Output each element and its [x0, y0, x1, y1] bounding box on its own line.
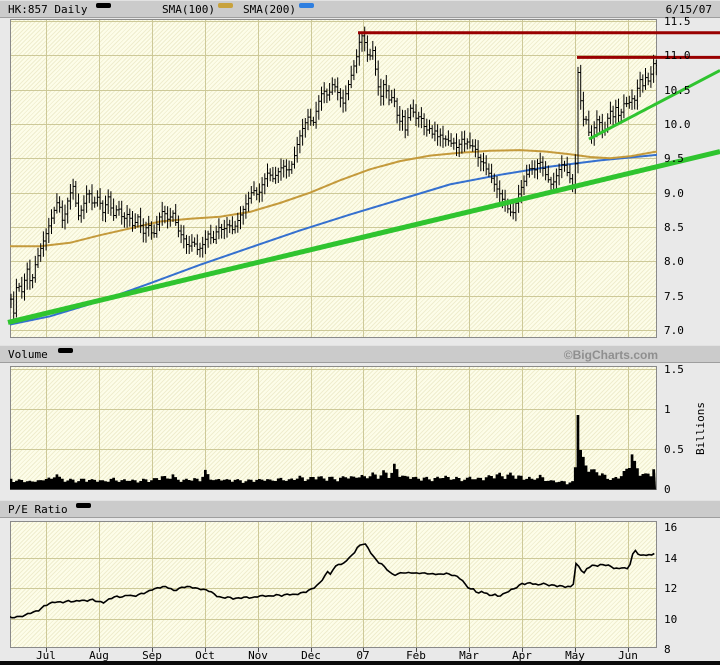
x-axis-month-label: Mar: [459, 649, 479, 662]
pe-y-tick-label: 14: [664, 552, 678, 565]
chart-date: 6/15/07: [665, 3, 712, 16]
bottom-border-bar: [0, 661, 720, 665]
x-axis-month-label: Jul: [36, 649, 56, 662]
price-legend-swatch: [96, 3, 111, 8]
price-y-tick-label: 7.5: [664, 290, 684, 303]
volume-unit-label: Billions: [693, 401, 707, 455]
x-axis-tick: [311, 648, 312, 652]
pe-plot: [10, 521, 657, 648]
volume-section-label: Volume: [8, 348, 48, 361]
symbol-label: HK:857 Daily: [8, 3, 88, 16]
price-y-tick-label: 9.5: [664, 152, 684, 165]
price-y-tick-label: 8.0: [664, 255, 684, 268]
price-y-tick-label: 10.5: [664, 84, 691, 97]
price-y-tick-label: 11.5: [664, 15, 691, 28]
x-axis-tick: [363, 648, 364, 652]
x-axis-tick: [152, 648, 153, 652]
volume-y-tick-label: 1: [664, 403, 671, 416]
x-axis-month-label: Jun: [618, 649, 638, 662]
x-axis-month-label: Feb: [406, 649, 426, 662]
x-axis-month-label: Apr: [512, 649, 532, 662]
x-axis-month-label: Aug: [89, 649, 109, 662]
x-axis-tick: [46, 648, 47, 652]
pe-y-tick-label: 16: [664, 521, 678, 534]
x-axis-tick: [469, 648, 470, 652]
sma100-label: SMA(100): [162, 3, 215, 16]
price-plot: [10, 19, 657, 338]
price-y-tick-label: 9.0: [664, 187, 684, 200]
x-axis-tick: [99, 648, 100, 652]
pe-legend-swatch: [76, 503, 91, 508]
sma200-swatch: [299, 3, 314, 8]
price-y-tick-label: 10.0: [664, 118, 691, 131]
pe-y-tick-label: 10: [664, 613, 678, 626]
x-axis-month-label: 07: [356, 649, 370, 662]
x-axis-tick: [522, 648, 523, 652]
x-axis-month-label: Oct: [195, 649, 215, 662]
pe-section-bar: P/E Ratio: [0, 500, 720, 518]
x-axis-month-label: Nov: [248, 649, 268, 662]
volume-y-tick-label: 0: [664, 483, 671, 496]
price-y-tick-label: 7.0: [664, 324, 684, 337]
pe-section-label: P/E Ratio: [8, 503, 68, 516]
x-axis-tick: [416, 648, 417, 652]
price-y-tick-label: 8.5: [664, 221, 684, 234]
pe-y-tick-label: 8: [664, 643, 671, 656]
x-axis-tick: [205, 648, 206, 652]
x-axis-month-label: May: [565, 649, 585, 662]
sma100-swatch: [218, 3, 233, 8]
x-axis-tick: [628, 648, 629, 652]
chart-header-bar: HK:857 Daily SMA(100) SMA(200) 6/15/07: [0, 0, 720, 18]
x-axis-tick: [258, 648, 259, 652]
volume-y-tick-label: 0.5: [664, 443, 684, 456]
x-axis-month-label: Dec: [301, 649, 321, 662]
volume-y-tick-label: 1.5: [664, 363, 684, 376]
volume-legend-swatch: [58, 348, 73, 353]
price-y-tick-label: 11.0: [664, 49, 691, 62]
bigcharts-watermark: ©BigCharts.com: [563, 348, 658, 362]
x-axis-month-label: Sep: [142, 649, 162, 662]
x-axis-tick: [575, 648, 576, 652]
pe-y-tick-label: 12: [664, 582, 678, 595]
volume-section-bar: Volume ©BigCharts.com: [0, 345, 720, 363]
sma200-label: SMA(200): [243, 3, 296, 16]
volume-plot: [10, 366, 657, 490]
